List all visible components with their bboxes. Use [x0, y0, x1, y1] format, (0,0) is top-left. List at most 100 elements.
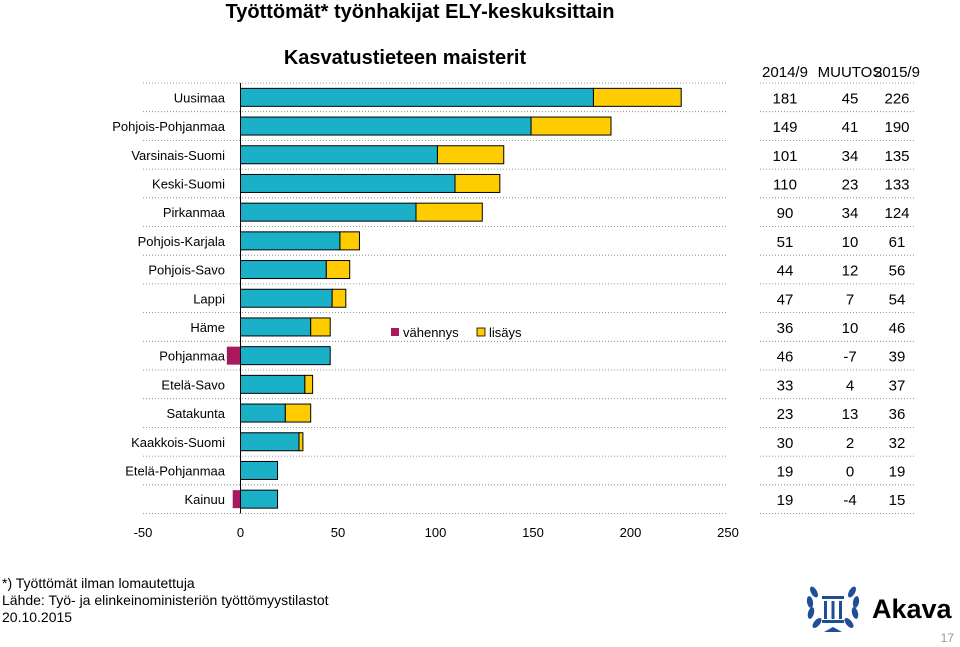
category-label: Kainuu: [185, 492, 225, 507]
table-value: 34: [842, 205, 859, 222]
table-value: 44: [777, 263, 794, 280]
table-value: 33: [777, 377, 794, 394]
category-label: Etelä-Pohjanmaa: [125, 463, 225, 478]
bar-base: [240, 288, 333, 308]
bar-increase: [530, 116, 612, 136]
table-value: 13: [842, 406, 859, 423]
table-value: 19: [889, 463, 906, 480]
bar-increase: [310, 317, 331, 337]
table-value: 226: [884, 90, 909, 107]
table-value: -4: [843, 492, 856, 509]
table-value: 46: [777, 349, 794, 366]
table-value: 54: [889, 291, 906, 308]
category-label: Satakunta: [166, 406, 225, 421]
footnote-unemployed: *) Työttömät ilman lomautettuja: [2, 575, 195, 591]
table-value: 133: [884, 176, 909, 193]
table-value: 37: [889, 377, 906, 394]
bar-base: [240, 346, 331, 366]
table-value: 34: [842, 148, 859, 165]
bar-increase: [415, 202, 483, 222]
legend: vähennys lisäys: [391, 325, 522, 340]
table-value: -7: [843, 349, 856, 366]
legend-label-vahennys: vähennys: [403, 325, 459, 340]
category-label: Häme: [190, 320, 225, 335]
chart-title: Kasvatustieteen maisterit: [284, 47, 527, 69]
table-value: 0: [846, 463, 854, 480]
table-value: 149: [772, 119, 797, 136]
x-tick-label: 0: [237, 525, 244, 540]
bar-base: [240, 260, 327, 280]
table-header: 2014/9: [762, 64, 808, 81]
table-value: 19: [777, 492, 794, 509]
bar-increase: [331, 288, 347, 308]
footnote-source: Lähde: Työ- ja elinkeinoministeriön työt…: [2, 592, 329, 608]
category-label: Uusimaa: [174, 90, 226, 105]
table-value: 61: [889, 234, 906, 251]
table-value: 36: [777, 320, 794, 337]
bar-increase: [325, 260, 351, 280]
bar-base: [240, 173, 456, 193]
x-tick-label: 150: [522, 525, 544, 540]
table-value: 90: [777, 205, 794, 222]
table-value: 190: [884, 119, 909, 136]
table-value: 39: [889, 349, 906, 366]
bar-increase: [339, 231, 360, 251]
bar-increase: [436, 145, 505, 165]
table-value: 10: [842, 320, 859, 337]
bar-base: [240, 202, 417, 222]
table-value: 23: [842, 176, 859, 193]
legend-swatch-vahennys: [391, 328, 399, 336]
table-value: 101: [772, 148, 797, 165]
table-header: MUUTOS: [818, 64, 883, 81]
table-value: 4: [846, 377, 854, 394]
category-label: Pohjois-Pohjanmaa: [112, 119, 226, 134]
table-value: 124: [884, 205, 909, 222]
x-tick-label: 250: [717, 525, 739, 540]
table-value: 56: [889, 263, 906, 280]
category-label: Etelä-Savo: [161, 377, 225, 392]
x-tick-label: 50: [331, 525, 345, 540]
category-labels: Uusimaa Pohjois-Pohjanmaa Varsinais-Suomi K…: [112, 90, 226, 507]
table-value: 15: [889, 492, 906, 509]
bar-base: [240, 231, 341, 251]
table-value: 45: [842, 90, 859, 107]
table-value: 12: [842, 263, 859, 280]
table-value: 7: [846, 291, 854, 308]
bar-base: [240, 317, 312, 337]
bar-base: [240, 145, 438, 165]
table-value: 10: [842, 234, 859, 251]
page-number: 17: [940, 631, 954, 645]
x-tick-label: -50: [134, 525, 153, 540]
table-header: 2015/9: [874, 64, 920, 81]
footnote-date: 20.10.2015: [2, 609, 73, 625]
legend-label-lisays: lisäys: [489, 325, 522, 340]
logo-text: Akava: [872, 594, 953, 624]
x-axis-ticks: -50 0 50 100 150 200 250: [134, 525, 739, 540]
legend-swatch-lisays: [476, 327, 486, 337]
bar-decrease: [232, 490, 241, 509]
bar-base: [240, 403, 286, 423]
category-label: Varsinais-Suomi: [131, 148, 225, 163]
bar-increase: [592, 87, 682, 107]
laurel-icon: [806, 586, 860, 632]
category-label: Pirkanmaa: [163, 205, 226, 220]
bar-increase: [284, 403, 312, 423]
bar-increase: [298, 432, 304, 452]
bar-decrease: [226, 346, 241, 365]
x-tick-label: 200: [620, 525, 642, 540]
category-label: Pohjanmaa: [159, 349, 226, 364]
bar-base: [240, 87, 594, 107]
table-value: 41: [842, 119, 859, 136]
table-value: 2: [846, 435, 854, 452]
table-value: 110: [773, 176, 797, 193]
table-value: 30: [777, 435, 794, 452]
table-value: 181: [772, 90, 797, 107]
category-label: Kaakkois-Suomi: [131, 435, 225, 450]
table-value: 23: [777, 406, 794, 423]
table-value: 32: [889, 435, 906, 452]
bar-base: [240, 374, 306, 394]
table-value: 36: [889, 406, 906, 423]
x-tick-label: 100: [425, 525, 447, 540]
